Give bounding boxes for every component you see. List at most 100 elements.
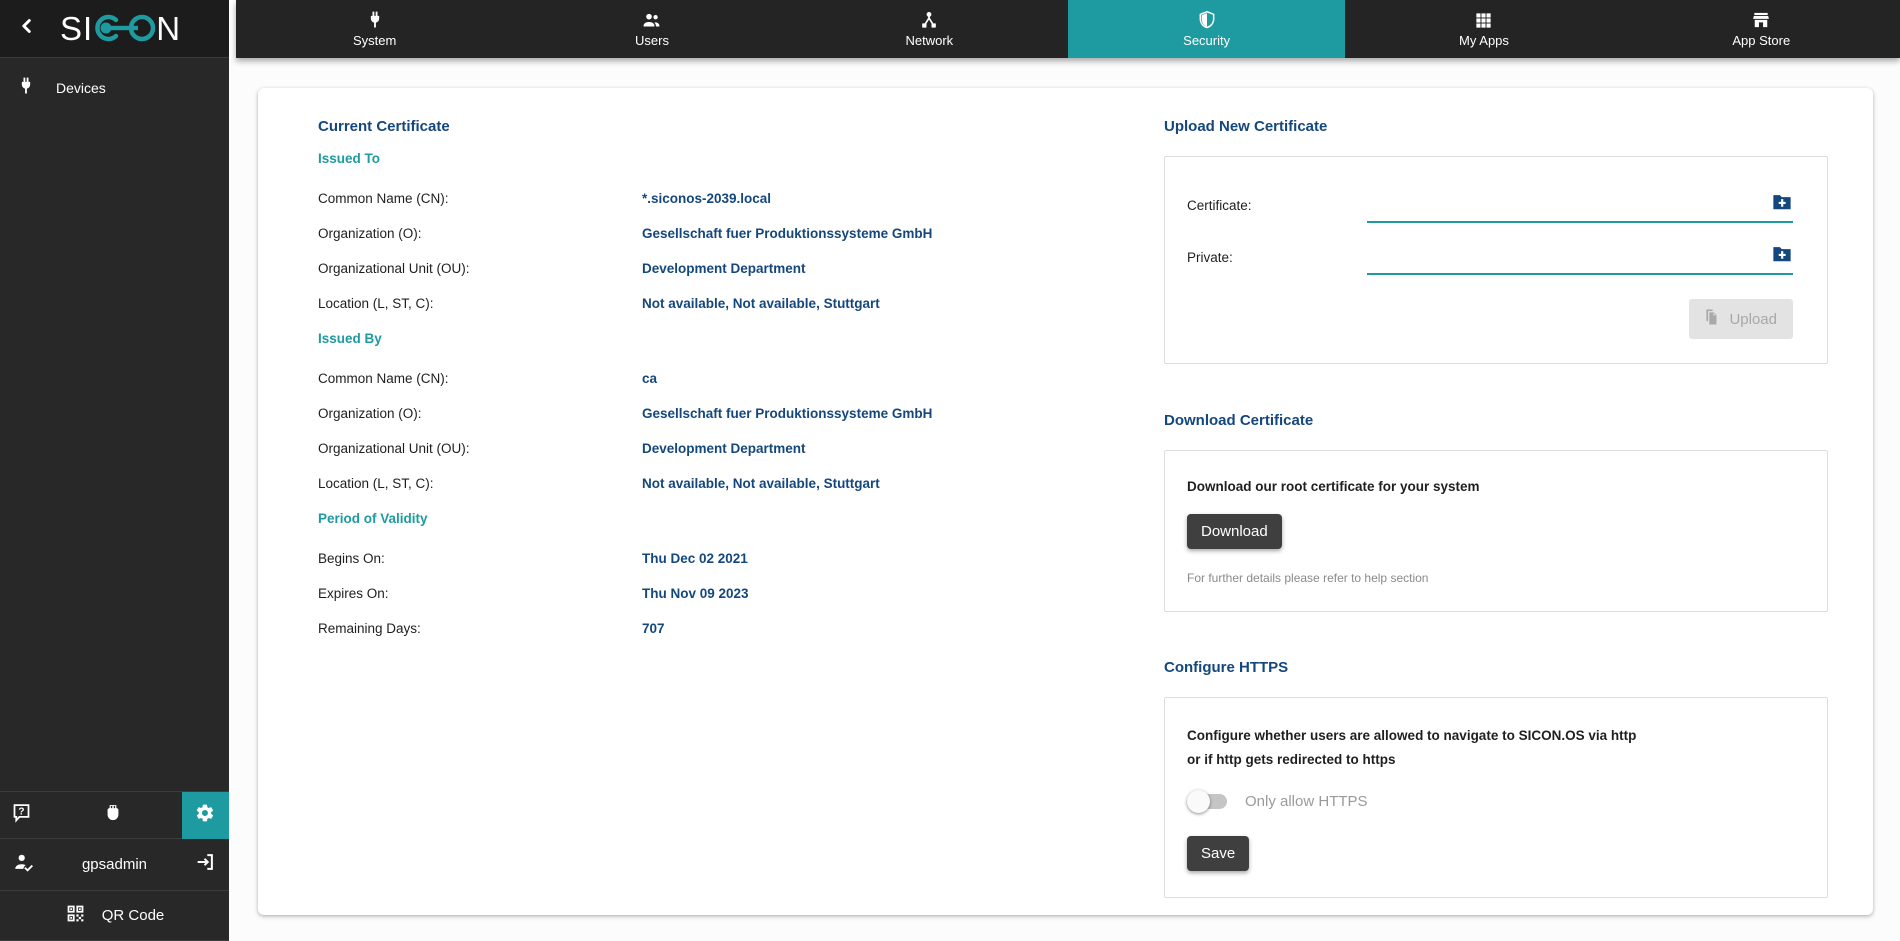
private-key-file-input[interactable] <box>1367 256 1759 271</box>
sidebar-item-label: Devices <box>56 80 106 96</box>
help-button[interactable]: ? <box>0 802 43 828</box>
cert-row: Organizational Unit (OU): Development De… <box>318 261 938 276</box>
top-navigation: System Users Network Security My Apps Ap… <box>236 0 1900 58</box>
cert-value: Development Department <box>642 261 806 276</box>
cert-value: Gesellschaft fuer Produktionssysteme Gmb… <box>642 406 933 421</box>
copy-file-icon <box>1701 307 1721 331</box>
tab-my-apps[interactable]: My Apps <box>1345 0 1622 58</box>
cert-label: Organization (O): <box>318 226 422 241</box>
tab-network[interactable]: Network <box>791 0 1068 58</box>
browse-certificate-button[interactable] <box>1771 192 1793 215</box>
store-icon <box>1751 10 1771 30</box>
logo-link-icon <box>93 7 156 50</box>
https-toggle-label: Only allow HTTPS <box>1245 793 1368 811</box>
configure-https-title: Configure HTTPS <box>1164 659 1289 676</box>
cert-row: Common Name (CN): ca <box>318 371 938 386</box>
download-button[interactable]: Download <box>1187 514 1282 549</box>
private-field-label: Private: <box>1187 250 1233 265</box>
upload-title: Upload New Certificate <box>1164 118 1328 135</box>
logo-text-right: N <box>156 9 182 47</box>
cert-row: Location (L, ST, C): Not available, Not … <box>318 476 938 491</box>
main-content: Current Certificate Issued To Common Nam… <box>229 58 1900 941</box>
qr-code-label: QR Code <box>101 907 165 924</box>
certificate-field-row: Certificate: <box>1187 185 1793 223</box>
network-icon <box>919 10 939 30</box>
browse-private-key-button[interactable] <box>1771 244 1793 267</box>
username-label: gpsadmin <box>81 856 148 873</box>
tab-app-store[interactable]: App Store <box>1623 0 1900 58</box>
cert-label: Organizational Unit (OU): <box>318 441 470 456</box>
app-logo: SI N <box>60 7 181 50</box>
cert-label: Begins On: <box>318 551 385 566</box>
sidebar-tools-row: ? <box>0 791 229 839</box>
cert-label: Location (L, ST, C): <box>318 296 434 311</box>
current-certificate-section: Current Certificate Issued To Common Nam… <box>318 118 938 656</box>
cert-value: Not available, Not available, Stuttgart <box>642 476 880 491</box>
https-description-line1: Configure whether users are allowed to n… <box>1187 728 1637 743</box>
connector-button[interactable] <box>43 803 182 828</box>
cert-row: Expires On: Thu Nov 09 2023 <box>318 586 938 601</box>
logout-button[interactable] <box>194 851 216 878</box>
private-field-row: Private: <box>1187 237 1793 275</box>
cert-row: Organization (O): Gesellschaft fuer Prod… <box>318 226 938 241</box>
tab-security[interactable]: Security <box>1067 0 1346 58</box>
upload-button-label: Upload <box>1729 310 1777 328</box>
cert-row: Remaining Days: 707 <box>318 621 938 636</box>
settings-button[interactable] <box>181 791 229 839</box>
cert-value: Thu Dec 02 2021 <box>642 551 748 566</box>
plug-icon <box>16 76 36 101</box>
cert-row: Begins On: Thu Dec 02 2021 <box>318 551 938 566</box>
issued-by-heading: Issued By <box>318 331 382 346</box>
cert-label: Organizational Unit (OU): <box>318 261 470 276</box>
right-column: Upload New Certificate Certificate: Pr <box>1164 118 1828 899</box>
toggle-knob <box>1187 790 1210 814</box>
cert-value: 707 <box>642 621 665 636</box>
cert-label: Expires On: <box>318 586 389 601</box>
cert-value: Gesellschaft fuer Produktionssysteme Gmb… <box>642 226 933 241</box>
tab-label: Network <box>905 33 954 48</box>
https-description-line2: or if http gets redirected to https <box>1187 751 1396 767</box>
collapse-sidebar-button[interactable] <box>10 12 44 46</box>
only-allow-https-toggle[interactable] <box>1187 790 1227 814</box>
cert-label: Remaining Days: <box>318 621 421 636</box>
tab-users[interactable]: Users <box>513 0 790 58</box>
folder-plus-icon <box>1771 244 1793 267</box>
sidebar-header: SI N <box>0 0 229 58</box>
cert-label: Common Name (CN): <box>318 191 449 206</box>
tab-label: My Apps <box>1459 32 1509 48</box>
svg-text:?: ? <box>19 806 25 817</box>
download-description: Download our root certificate for your s… <box>1187 479 1480 494</box>
cert-row: Location (L, ST, C): Not available, Not … <box>318 296 938 311</box>
users-icon <box>641 10 662 30</box>
qr-code-button[interactable]: QR Code <box>0 890 229 941</box>
cert-value: Development Department <box>642 441 806 456</box>
user-row: gpsadmin <box>0 838 229 890</box>
grid-icon <box>1474 11 1493 30</box>
cert-label: Location (L, ST, C): <box>318 476 434 491</box>
certificate-file-input[interactable] <box>1367 204 1759 219</box>
cert-label: Common Name (CN): <box>318 371 449 386</box>
user-account-button[interactable] <box>13 851 35 878</box>
cert-label: Organization (O): <box>318 406 422 421</box>
sidebar: SI N Devices ? <box>0 0 229 941</box>
cert-row: Organization (O): Gesellschaft fuer Prod… <box>318 406 938 421</box>
private-file-field <box>1367 237 1793 275</box>
cert-value: ca <box>642 371 658 386</box>
cert-value: Not available, Not available, Stuttgart <box>642 296 880 311</box>
issued-to-heading: Issued To <box>318 151 381 166</box>
tab-system[interactable]: System <box>236 0 513 58</box>
cert-value: *.siconos-2039.local <box>642 191 772 206</box>
cert-row: Organizational Unit (OU): Development De… <box>318 441 938 456</box>
save-button[interactable]: Save <box>1187 836 1250 872</box>
upload-button[interactable]: Upload <box>1689 299 1793 339</box>
help-icon: ? <box>11 802 32 828</box>
tab-label: System <box>352 33 397 48</box>
tab-label: App Store <box>1732 33 1791 48</box>
security-card: Current Certificate Issued To Common Nam… <box>258 88 1873 915</box>
qr-icon <box>65 903 86 929</box>
connector-icon <box>103 803 123 828</box>
certificate-file-field <box>1367 185 1793 223</box>
sidebar-footer: ? gpsadmin <box>0 791 229 941</box>
logo-text-left: SI <box>60 9 94 47</box>
sidebar-item-devices[interactable]: Devices <box>0 65 229 111</box>
